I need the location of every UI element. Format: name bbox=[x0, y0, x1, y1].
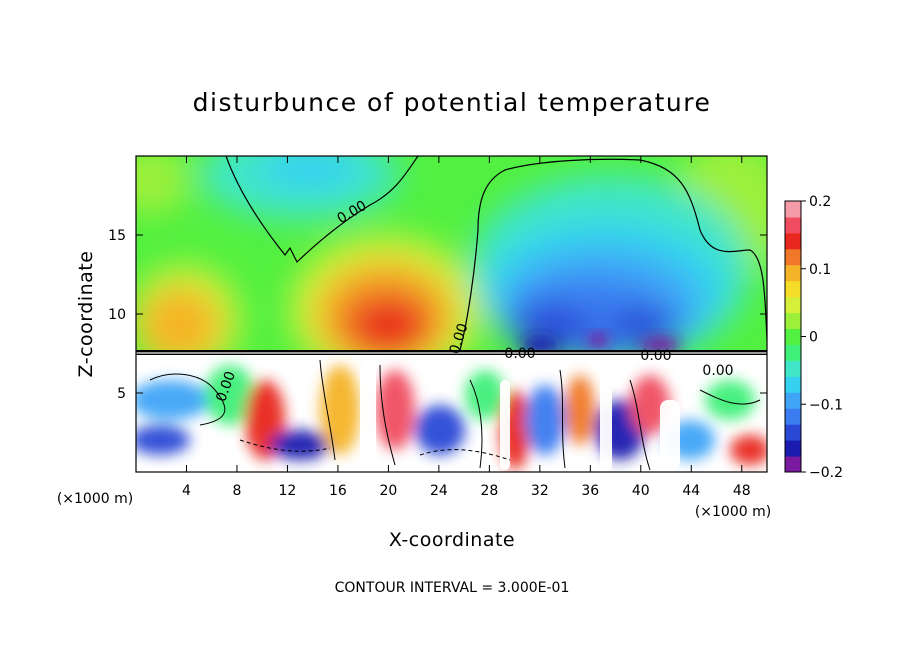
colorbar-tick-label: −0.2 bbox=[809, 465, 843, 481]
colorbar-swatch bbox=[785, 392, 801, 409]
upper-field bbox=[136, 156, 767, 385]
colorbar-swatch bbox=[785, 344, 801, 361]
y-axis: 5 10 15 bbox=[108, 228, 767, 402]
x-tick-label: 12 bbox=[279, 483, 297, 499]
x-tick-label: 40 bbox=[632, 483, 650, 499]
colorbar-swatch bbox=[785, 360, 801, 377]
x-unit-right: (×1000 m) bbox=[695, 504, 771, 520]
colorbar-swatch bbox=[785, 456, 801, 473]
colorbar-swatch bbox=[785, 440, 801, 457]
colorbar-swatch bbox=[785, 296, 801, 314]
colorbar-tick-label: 0.1 bbox=[809, 262, 831, 278]
y-tick-label: 15 bbox=[108, 228, 126, 244]
colorbar-swatch bbox=[785, 280, 801, 298]
y-axis-label: Z-coordinate bbox=[75, 251, 97, 378]
colorbar-swatch bbox=[785, 424, 801, 441]
colorbar-swatch bbox=[785, 328, 801, 345]
x-tick-label: 44 bbox=[682, 483, 700, 499]
colorbar-tick-label: −0.1 bbox=[809, 397, 843, 413]
colorbar: 0.2 0.1 0 −0.1 −0.2 bbox=[784, 194, 843, 481]
x-tick-label: 4 bbox=[182, 483, 191, 499]
x-tick-label: 32 bbox=[531, 483, 549, 499]
colorbar-swatch bbox=[785, 408, 801, 425]
colorbar-swatch bbox=[785, 201, 801, 218]
colorbar-swatch bbox=[785, 232, 801, 250]
colorbar-tick-label: 0 bbox=[809, 330, 818, 346]
x-tick-label: 48 bbox=[733, 483, 751, 499]
y-tick-label: 10 bbox=[108, 307, 126, 323]
zero-contours bbox=[225, 156, 767, 351]
colorbar-tick-label: 0.2 bbox=[809, 194, 831, 210]
lower-field bbox=[136, 354, 767, 472]
colorbar-swatch bbox=[785, 312, 801, 330]
x-tick-label: 24 bbox=[430, 483, 448, 499]
x-tick-label: 28 bbox=[480, 483, 498, 499]
x-unit-left: (×1000 m) bbox=[57, 491, 133, 507]
x-axis: 4 8 12 16 20 24 28 32 36 40 44 48 bbox=[182, 156, 751, 499]
contour-interval-note: CONTOUR INTERVAL = 3.000E-01 bbox=[335, 580, 570, 596]
x-tick-label: 20 bbox=[379, 483, 397, 499]
colorbar-swatch bbox=[785, 216, 801, 234]
colorbar-swatch bbox=[785, 248, 801, 266]
y-tick-label: 5 bbox=[117, 386, 126, 402]
x-tick-label: 36 bbox=[581, 483, 599, 499]
contour-label: 0.00 bbox=[702, 363, 733, 379]
contour-label: 0.00 bbox=[504, 346, 535, 362]
colorbar-swatch bbox=[785, 376, 801, 393]
colorbar-swatch bbox=[785, 264, 801, 282]
x-axis-label: X-coordinate bbox=[389, 529, 515, 551]
x-tick-label: 8 bbox=[232, 483, 241, 499]
plot-area bbox=[136, 156, 767, 472]
x-tick-label: 16 bbox=[329, 483, 347, 499]
chart-title: disturbunce of potential temperature bbox=[193, 88, 712, 117]
contour-label: 0.00 bbox=[640, 348, 671, 364]
